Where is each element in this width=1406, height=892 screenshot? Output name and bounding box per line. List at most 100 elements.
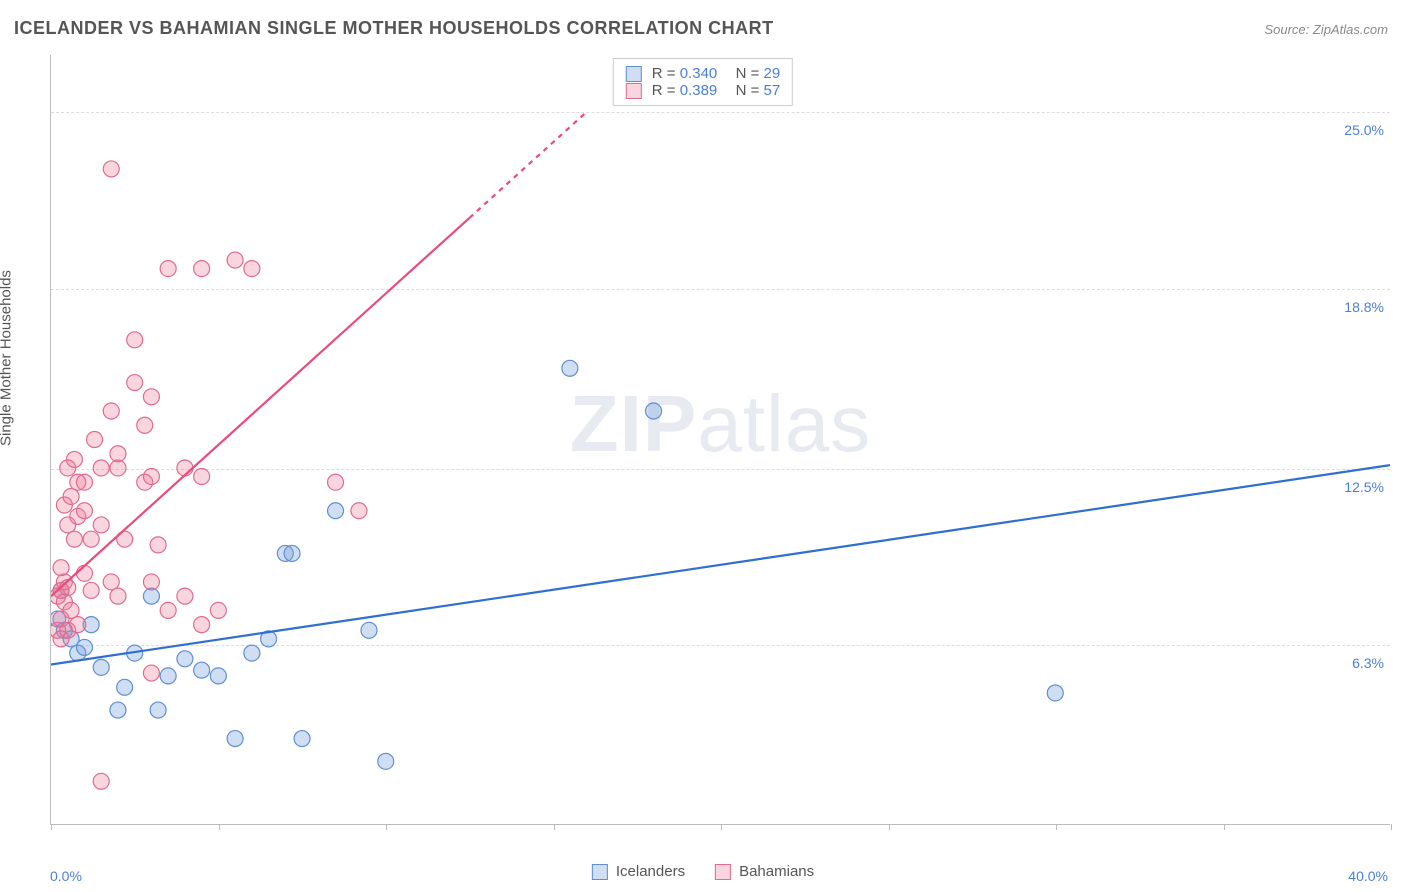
- scatter-point: [53, 611, 69, 627]
- scatter-point: [284, 545, 300, 561]
- scatter-point: [160, 602, 176, 618]
- legend-swatch: [715, 864, 731, 880]
- scatter-point: [117, 679, 133, 695]
- scatter-point: [160, 668, 176, 684]
- scatter-point: [83, 582, 99, 598]
- legend-r-value: 0.389: [680, 82, 718, 99]
- source-attribution: Source: ZipAtlas.com: [1264, 22, 1388, 37]
- scatter-point: [70, 617, 86, 633]
- scatter-point: [93, 517, 109, 533]
- plot-svg: [51, 55, 1390, 824]
- series-legend: Icelanders Bahamians: [584, 861, 822, 882]
- scatter-point: [227, 252, 243, 268]
- scatter-point: [103, 403, 119, 419]
- scatter-point: [110, 446, 126, 462]
- scatter-point: [66, 451, 82, 467]
- scatter-point: [160, 261, 176, 277]
- x-tick: [386, 824, 387, 830]
- legend-label: Bahamians: [739, 863, 814, 880]
- scatter-point: [177, 651, 193, 667]
- legend-r-label: R = 0.389: [652, 82, 717, 99]
- scatter-point: [103, 161, 119, 177]
- legend-n-label: N = 29: [727, 65, 780, 82]
- scatter-point: [93, 773, 109, 789]
- scatter-point: [351, 503, 367, 519]
- scatter-point: [244, 645, 260, 661]
- chart-container: ICELANDER VS BAHAMIAN SINGLE MOTHER HOUS…: [0, 0, 1406, 892]
- legend-r-value: 0.340: [680, 65, 718, 82]
- scatter-point: [294, 731, 310, 747]
- scatter-point: [83, 531, 99, 547]
- x-axis-max-label: 40.0%: [1348, 868, 1388, 884]
- scatter-point: [210, 602, 226, 618]
- legend-row: R = 0.340 N = 29: [626, 65, 780, 82]
- source-prefix: Source:: [1264, 22, 1312, 37]
- scatter-point: [110, 702, 126, 718]
- scatter-point: [143, 469, 159, 485]
- scatter-point: [103, 574, 119, 590]
- scatter-point: [76, 565, 92, 581]
- scatter-point: [143, 665, 159, 681]
- scatter-point: [66, 531, 82, 547]
- legend-swatch: [626, 83, 642, 99]
- scatter-point: [227, 731, 243, 747]
- scatter-point: [150, 702, 166, 718]
- x-tick: [1056, 824, 1057, 830]
- scatter-point: [76, 639, 92, 655]
- x-tick: [51, 824, 52, 830]
- scatter-point: [361, 622, 377, 638]
- scatter-point: [53, 560, 69, 576]
- x-tick: [889, 824, 890, 830]
- scatter-point: [1047, 685, 1063, 701]
- scatter-point: [194, 469, 210, 485]
- scatter-point: [210, 668, 226, 684]
- legend-n-value: 57: [764, 82, 781, 99]
- scatter-point: [646, 403, 662, 419]
- scatter-point: [93, 659, 109, 675]
- legend-swatch: [592, 864, 608, 880]
- scatter-point: [328, 474, 344, 490]
- legend-label: Icelanders: [616, 863, 685, 880]
- legend-n-label: N = 57: [727, 82, 780, 99]
- legend-item: Bahamians: [715, 863, 814, 880]
- scatter-point: [127, 332, 143, 348]
- plot-area: ZIPatlas 6.3%12.5%18.8%25.0%: [50, 55, 1390, 825]
- scatter-point: [150, 537, 166, 553]
- scatter-point: [87, 432, 103, 448]
- x-axis-min-label: 0.0%: [50, 868, 82, 884]
- scatter-point: [177, 460, 193, 476]
- trend-line: [51, 465, 1390, 664]
- y-axis-label: Single Mother Households: [0, 270, 15, 446]
- correlation-legend: R = 0.340 N = 29R = 0.389 N = 57: [613, 58, 793, 106]
- scatter-point: [143, 389, 159, 405]
- legend-n-value: 29: [764, 65, 781, 82]
- scatter-point: [110, 588, 126, 604]
- scatter-point: [177, 588, 193, 604]
- x-tick: [721, 824, 722, 830]
- scatter-point: [137, 417, 153, 433]
- scatter-point: [143, 574, 159, 590]
- legend-swatch: [626, 66, 642, 82]
- scatter-point: [76, 503, 92, 519]
- scatter-point: [194, 617, 210, 633]
- scatter-point: [328, 503, 344, 519]
- legend-r-label: R = 0.340: [652, 65, 717, 82]
- chart-title: ICELANDER VS BAHAMIAN SINGLE MOTHER HOUS…: [14, 18, 774, 39]
- scatter-point: [194, 261, 210, 277]
- scatter-point: [63, 488, 79, 504]
- x-tick: [1391, 824, 1392, 830]
- legend-row: R = 0.389 N = 57: [626, 82, 780, 99]
- legend-item: Icelanders: [592, 863, 685, 880]
- scatter-point: [562, 360, 578, 376]
- scatter-point: [93, 460, 109, 476]
- x-tick: [219, 824, 220, 830]
- x-tick: [554, 824, 555, 830]
- scatter-point: [194, 662, 210, 678]
- scatter-point: [244, 261, 260, 277]
- scatter-point: [143, 588, 159, 604]
- x-tick: [1224, 824, 1225, 830]
- scatter-point: [76, 474, 92, 490]
- scatter-point: [378, 753, 394, 769]
- scatter-point: [110, 460, 126, 476]
- scatter-point: [127, 375, 143, 391]
